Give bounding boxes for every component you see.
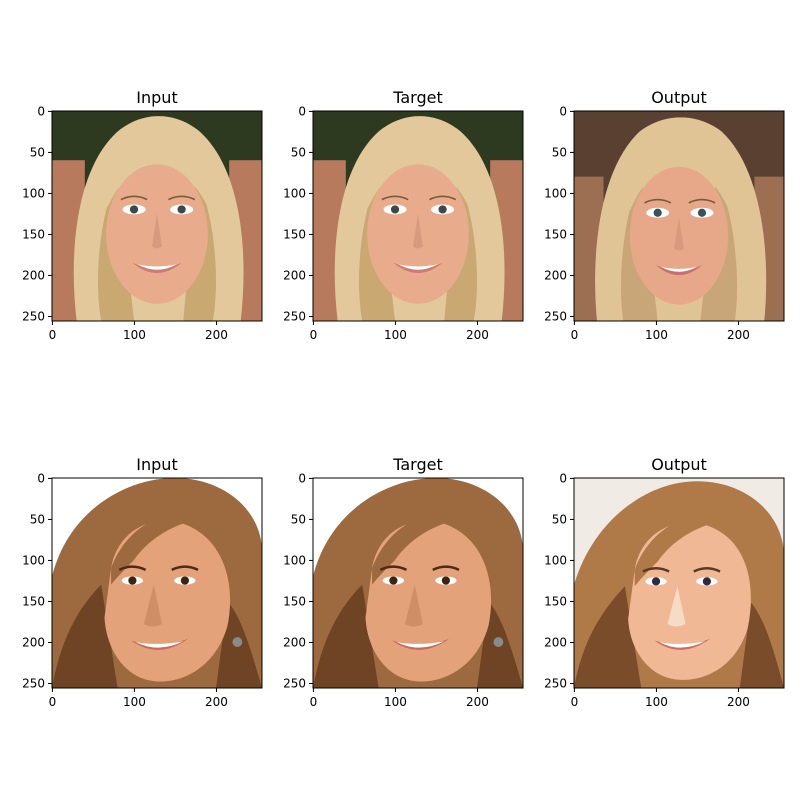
y-tick-label: 150 [283, 227, 306, 241]
x-tick-label: 200 [727, 328, 750, 342]
y-tick-label: 0 [37, 104, 45, 118]
x-tick-label: 0 [571, 328, 579, 342]
x-tick-label: 200 [466, 328, 489, 342]
panel-title: Output [651, 88, 707, 107]
x-tick-label: 100 [645, 328, 668, 342]
y-tick-label: 50 [552, 145, 567, 159]
face-image [52, 111, 262, 321]
face-image [313, 478, 523, 688]
x-tick-label: 200 [205, 695, 228, 709]
face-image [574, 111, 784, 321]
y-tick-label: 250 [22, 676, 45, 690]
y-tick-label: 0 [559, 104, 567, 118]
x-tick-label: 0 [571, 695, 579, 709]
panel-title: Target [392, 455, 443, 474]
y-tick-label: 50 [291, 145, 306, 159]
y-tick-label: 100 [544, 186, 567, 200]
y-tick-label: 50 [552, 512, 567, 526]
y-tick-label: 100 [22, 553, 45, 567]
x-tick-label: 100 [645, 695, 668, 709]
axes-frame [312, 477, 524, 689]
x-tick-label: 100 [384, 695, 407, 709]
x-tick-label: 100 [123, 328, 146, 342]
x-tick-label: 0 [49, 328, 57, 342]
x-tick-label: 200 [205, 328, 228, 342]
face-image [574, 478, 784, 688]
y-tick-label: 150 [22, 227, 45, 241]
y-tick-label: 150 [283, 594, 306, 608]
panel-1-target: Target 0 50 100 150 200 250 0 100 200 [283, 88, 524, 342]
x-tick-label: 100 [123, 695, 146, 709]
y-tick-label: 50 [291, 512, 306, 526]
y-tick-label: 200 [283, 635, 306, 649]
y-tick-label: 150 [544, 227, 567, 241]
y-tick-label: 250 [544, 676, 567, 690]
panel-2-target: Target 0 50 100 150 200 250 0 100 200 [283, 455, 524, 709]
y-tick-label: 50 [30, 512, 45, 526]
y-tick-label: 250 [283, 309, 306, 323]
y-tick-label: 100 [283, 186, 306, 200]
x-tick-label: 0 [49, 695, 57, 709]
panel-2-input: Input 0 50 100 150 200 250 0 100 200 [22, 455, 263, 709]
y-tick-label: 100 [22, 186, 45, 200]
y-tick-label: 150 [22, 594, 45, 608]
y-tick-label: 100 [544, 553, 567, 567]
axes-frame [573, 110, 785, 322]
y-tick-label: 100 [283, 553, 306, 567]
y-tick-label: 0 [298, 104, 306, 118]
y-tick-label: 200 [544, 268, 567, 282]
y-tick-label: 200 [283, 268, 306, 282]
panel-title: Target [392, 88, 443, 107]
y-tick-label: 200 [544, 635, 567, 649]
y-tick-label: 250 [22, 309, 45, 323]
y-tick-label: 50 [30, 145, 45, 159]
y-tick-label: 150 [544, 594, 567, 608]
panel-title: Output [651, 455, 707, 474]
x-tick-label: 200 [727, 695, 750, 709]
face-image [313, 111, 523, 321]
y-tick-label: 200 [22, 268, 45, 282]
x-tick-label: 0 [310, 328, 318, 342]
y-tick-label: 0 [298, 471, 306, 485]
axes-frame [51, 477, 263, 689]
x-tick-label: 100 [384, 328, 407, 342]
y-tick-label: 250 [283, 676, 306, 690]
axes-frame [573, 477, 785, 689]
face-image [52, 478, 262, 688]
panel-1-output: Output 0 50 100 150 200 250 0 100 200 [544, 88, 785, 342]
y-tick-label: 200 [22, 635, 45, 649]
x-tick-label: 0 [310, 695, 318, 709]
axes-frame [312, 110, 524, 322]
panel-title: Input [136, 88, 177, 107]
y-tick-label: 0 [37, 471, 45, 485]
panel-2-output: Output 0 50 100 150 200 250 0 100 200 [544, 455, 785, 709]
y-tick-label: 0 [559, 471, 567, 485]
panel-title: Input [136, 455, 177, 474]
x-tick-label: 200 [466, 695, 489, 709]
panel-1-input: Input 0 50 100 150 200 250 0 100 200 [22, 88, 263, 342]
axes-frame [51, 110, 263, 322]
y-tick-label: 250 [544, 309, 567, 323]
